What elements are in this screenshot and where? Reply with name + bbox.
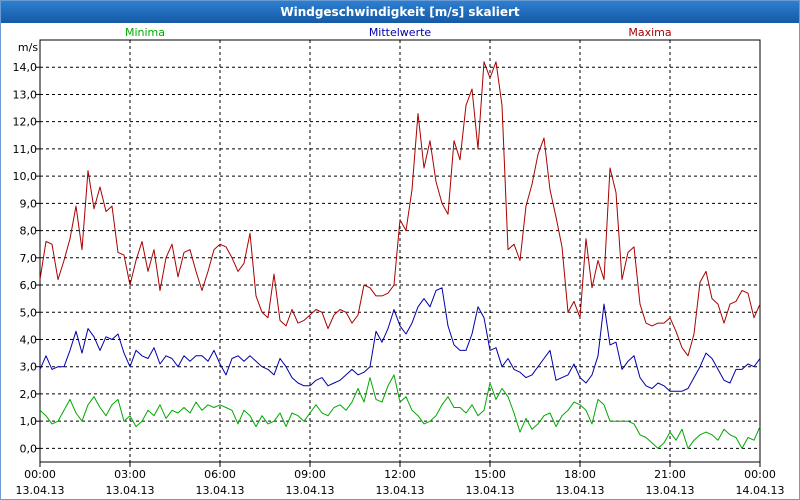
y-tick-label: 11,0 [13, 143, 38, 156]
grid [40, 40, 760, 462]
legend-item-minima: Minima [125, 26, 165, 39]
legend-item-maxima: Maxima [628, 26, 671, 39]
x-tick-time: 18:00 [564, 468, 596, 481]
series-lines [39, 61, 761, 449]
x-tick-date: 13.04.13 [466, 484, 515, 497]
y-tick-label: 7,0 [20, 252, 38, 265]
x-tick-date: 13.04.13 [196, 484, 245, 497]
y-tick-label: 9,0 [20, 197, 38, 210]
y-tick-label: 6,0 [20, 279, 38, 292]
y-tick-label: 3,0 [20, 361, 38, 374]
x-tick-date: 13.04.13 [106, 484, 155, 497]
x-tick-date: 13.04.13 [16, 484, 65, 497]
y-tick-label: 13,0 [13, 88, 38, 101]
x-tick-time: 09:00 [294, 468, 326, 481]
series-line-maxima [39, 61, 761, 357]
x-axis: 00:00 13.04.13 03:00 13.04.13 06:00 13.04.13 0… [16, 462, 785, 497]
y-axis-label: m/s [18, 41, 38, 54]
x-tick-date: 13.04.13 [376, 484, 425, 497]
y-tick-label: 1,0 [20, 415, 38, 428]
window-title: Windgeschwindigkeit [m/s] skaliert [1, 1, 799, 23]
x-tick-time: 00:00 [744, 468, 776, 481]
legend-item-mittelwerte: Mittelwerte [369, 26, 432, 39]
x-tick-time: 12:00 [384, 468, 416, 481]
y-tick-label: 14,0 [13, 61, 38, 74]
series-line-mittelwerte [39, 287, 761, 392]
y-tick-label: 0,0 [20, 442, 38, 455]
x-tick-time: 21:00 [654, 468, 686, 481]
y-axis: 0,0 1,0 2,0 3,0 4,0 5,0 6,0 7,0 8,0 9,0 10,0 11,0 12… [13, 61, 40, 455]
x-tick-time: 03:00 [114, 468, 146, 481]
y-tick-label: 10,0 [13, 170, 38, 183]
x-tick-time: 00:00 [24, 468, 56, 481]
x-tick-date: 13.04.13 [556, 484, 605, 497]
y-tick-label: 12,0 [13, 116, 38, 129]
y-tick-label: 2,0 [20, 388, 38, 401]
x-tick-time: 06:00 [204, 468, 236, 481]
legend: Minima Mittelwerte Maxima [125, 26, 672, 39]
y-tick-label: 4,0 [20, 333, 38, 346]
y-tick-label: 8,0 [20, 225, 38, 238]
y-tick-label: 5,0 [20, 306, 38, 319]
x-tick-time: 15:00 [474, 468, 506, 481]
x-tick-date: 13.04.13 [646, 484, 695, 497]
series-line-minima [39, 374, 761, 449]
x-tick-date: 14.04.13 [736, 484, 785, 497]
x-tick-date: 13.04.13 [286, 484, 335, 497]
